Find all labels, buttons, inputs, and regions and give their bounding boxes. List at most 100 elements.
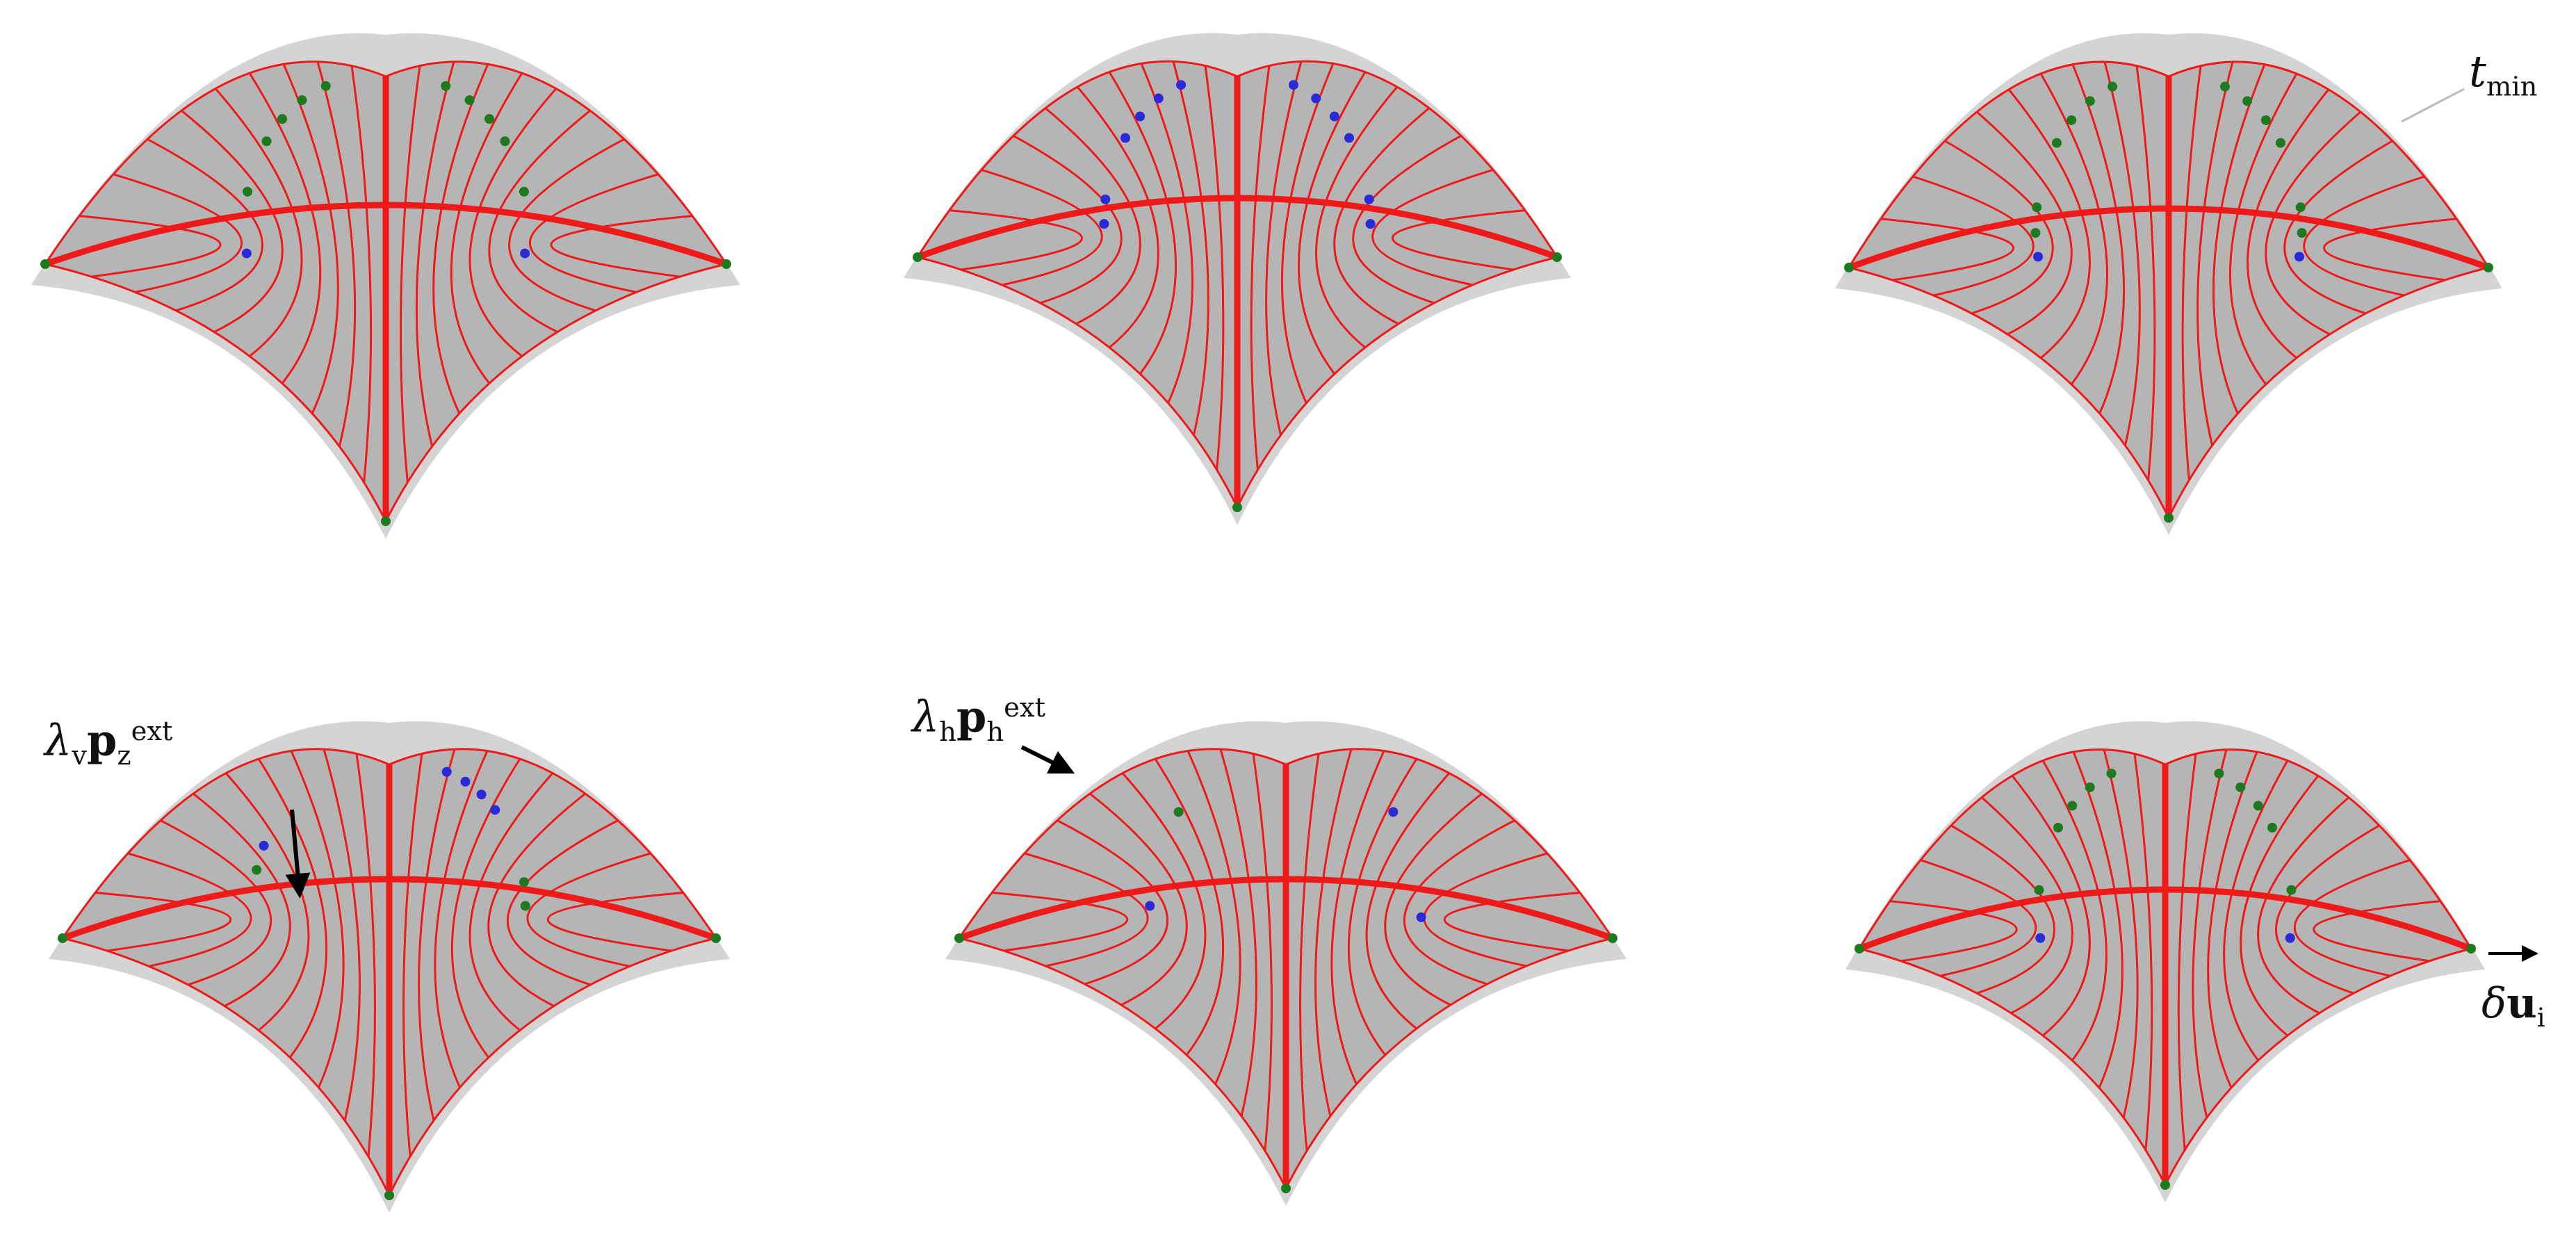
node-green	[2235, 782, 2246, 792]
grid-line	[1365, 772, 1451, 1030]
grid-line	[257, 758, 328, 1058]
support-node	[40, 259, 50, 269]
support-node	[2466, 944, 2476, 954]
node-blue	[1364, 194, 1374, 204]
grid-line	[487, 792, 586, 1007]
support-node	[384, 1190, 394, 1200]
grid-line	[2103, 61, 2141, 446]
grid-line	[1045, 107, 1141, 325]
grid-line	[1154, 758, 1225, 1056]
grid-line	[949, 209, 1083, 271]
node-blue	[1311, 93, 1321, 104]
support-node	[1844, 263, 1854, 272]
support-node	[1232, 502, 1242, 512]
grid-line	[488, 110, 591, 333]
grid-shell-panel-top-center	[904, 33, 1571, 525]
support-node	[711, 933, 721, 943]
node-green	[261, 136, 272, 147]
support-node	[722, 259, 731, 269]
node-green	[519, 186, 529, 197]
node-green	[2030, 228, 2041, 238]
node-green	[2253, 801, 2263, 811]
grid-line	[981, 168, 1103, 286]
node-green	[2108, 81, 2118, 92]
node-green	[2295, 202, 2306, 213]
grid-line	[2240, 775, 2320, 1037]
node-green	[500, 136, 510, 147]
grid-shell-panel-top-right	[1835, 33, 2502, 536]
grid-line	[193, 792, 291, 1007]
node-green	[2267, 822, 2277, 833]
grid-line	[1265, 61, 1303, 436]
node-green	[2085, 782, 2095, 792]
node-green	[320, 81, 331, 91]
grid-line	[147, 138, 263, 312]
grid-line	[1920, 859, 2037, 977]
grid-line	[113, 173, 243, 293]
grid-line	[506, 819, 619, 986]
grid-line	[1889, 900, 2018, 963]
grid-line	[1333, 107, 1430, 325]
grid-line	[550, 215, 693, 278]
grid-line	[2011, 775, 2091, 1037]
grid-line	[468, 88, 557, 357]
node-green	[2066, 115, 2077, 125]
node-green	[2034, 885, 2044, 895]
grid-line	[2247, 88, 2330, 359]
grid-line	[2212, 64, 2266, 414]
support-node	[954, 933, 964, 943]
grid-line	[1013, 135, 1123, 304]
node-green	[484, 114, 494, 124]
node-blue	[1416, 912, 1426, 922]
grid-line	[1392, 209, 1526, 271]
grid-line	[434, 750, 489, 1088]
grid-line	[1140, 63, 1193, 404]
grid-line	[1089, 792, 1188, 1006]
node-green	[520, 901, 530, 911]
grid-line	[2303, 175, 2425, 297]
node-blue	[2294, 252, 2304, 262]
grid-line	[181, 110, 284, 333]
grid-line	[1330, 750, 1385, 1085]
grid-line	[2207, 751, 2258, 1088]
grid-line	[1121, 772, 1207, 1030]
grid-line	[1298, 71, 1367, 375]
grid-line	[399, 65, 421, 483]
node-green	[2053, 822, 2063, 833]
node-blue	[1100, 194, 1111, 204]
grid-line	[2133, 753, 2153, 1150]
grid-shell-panel-bottom-right	[1845, 721, 2485, 1202]
grid-line	[127, 852, 252, 967]
grid-shell-panel-bottom-left	[49, 721, 730, 1213]
grid-line	[1384, 792, 1483, 1006]
grid-line	[225, 772, 310, 1031]
node-blue	[2285, 933, 2295, 943]
node-green	[464, 95, 475, 106]
node-green	[441, 81, 451, 91]
grid-line	[508, 138, 625, 312]
grid-line	[1981, 796, 2073, 1015]
lambda-h-load-label: λhphext	[912, 691, 1046, 748]
grid-shell-panel-bottom-center	[945, 721, 1627, 1206]
grid-line	[2181, 65, 2202, 481]
node-blue	[241, 248, 252, 259]
node-blue	[1288, 80, 1298, 90]
grid-line	[214, 88, 303, 357]
grid-line	[450, 72, 523, 384]
grid-line	[2265, 111, 2361, 336]
support-node	[58, 933, 67, 943]
grid-line	[1252, 753, 1273, 1152]
grid-line	[2072, 751, 2123, 1088]
grid-line	[2071, 64, 2126, 414]
node-green	[2276, 138, 2285, 148]
grid-line	[1281, 63, 1335, 404]
grid-line	[2294, 859, 2411, 977]
grid-line	[1950, 824, 2055, 995]
grid-line	[432, 63, 489, 414]
grid-line	[402, 753, 423, 1157]
grid-line	[1352, 135, 1462, 304]
node-blue	[1120, 133, 1130, 143]
node-blue	[460, 776, 471, 787]
grid-line	[1172, 61, 1209, 436]
